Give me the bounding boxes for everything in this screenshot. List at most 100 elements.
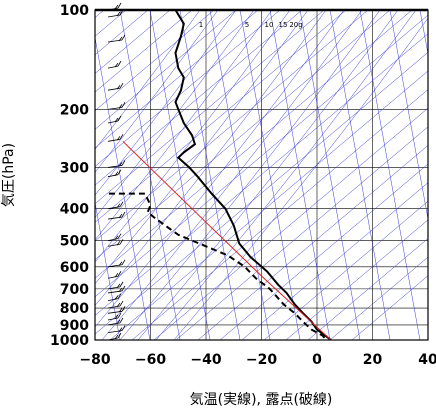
- moist-adiabat-line: [137, 10, 399, 340]
- dry-adiabat-line: [95, 10, 325, 205]
- wind-barb-flag: [118, 162, 123, 167]
- mixing-ratio-line: [95, 36, 151, 340]
- mixing-ratio-line: [239, 10, 301, 340]
- dry-adiabat-line: [95, 10, 281, 167]
- x-tick-label: −60: [135, 352, 166, 368]
- x-axis-title: 気温(実線), 露点(破線): [190, 392, 333, 408]
- y-tick-label: 100: [60, 3, 89, 19]
- dry-adiabat-line: [95, 10, 193, 93]
- wind-barb-flag: [116, 11, 121, 17]
- x-tick-label: 40: [418, 352, 436, 368]
- temperature-line: [174, 10, 332, 340]
- moist-adiabat-line: [95, 10, 237, 196]
- dry-adiabat-line: [219, 163, 428, 340]
- moist-adiabat-line: [95, 10, 255, 219]
- wind-barb-flag: [117, 115, 122, 122]
- wind-barb-flag: [121, 259, 126, 265]
- moist-adiabat-line: [101, 10, 363, 340]
- wind-barb-flag: [121, 285, 126, 292]
- wind-barb: [107, 65, 119, 69]
- wind-barb-flag: [117, 169, 122, 175]
- moist-adiabat-line: [119, 10, 381, 340]
- wind-barbs: [107, 2, 126, 341]
- mixing-ratio-line: [299, 10, 361, 340]
- wind-barb-flag: [114, 171, 119, 176]
- y-tick-label: 800: [60, 301, 89, 317]
- mixing-ratio-label: 1: [199, 21, 203, 29]
- x-tick-label: 0: [312, 352, 322, 368]
- wind-barb-flag: [114, 273, 119, 278]
- dry-adiabat-line: [241, 182, 428, 340]
- wind-barb-flag: [117, 293, 122, 299]
- wind-barb-flag: [119, 281, 124, 288]
- wind-barb-flag: [118, 287, 123, 293]
- dry-adiabat-line: [197, 145, 428, 340]
- wind-barb-flag: [118, 104, 123, 109]
- wind-barb-flag: [119, 82, 124, 89]
- wind-barb-flag: [118, 327, 123, 332]
- wind-barb-flag: [116, 203, 121, 208]
- wind-barb-flag: [117, 60, 122, 67]
- dry-adiabat-line: [307, 238, 428, 340]
- mixing-ratio-line: [149, 10, 211, 340]
- mixing-ratio-label: 5: [245, 21, 249, 29]
- mixing-ratio-line: [269, 10, 331, 340]
- wind-barb-flag: [114, 4, 119, 10]
- dry-adiabat-line: [109, 70, 428, 340]
- wind-barb-flag: [121, 160, 126, 166]
- wind-barb-flag: [117, 2, 122, 9]
- dewpoint-line: [108, 192, 327, 340]
- mixing-ratio-labels: 1 5 10 15 20g: [199, 21, 303, 29]
- moist-adiabat-line: [95, 10, 291, 263]
- dry-adiabat-line: [95, 10, 171, 74]
- moist-adiabat-line: [95, 10, 219, 173]
- wind-barb-flag: [114, 235, 119, 240]
- moist-adiabat-line: [173, 17, 428, 340]
- wind-barb: [107, 298, 119, 302]
- wind-barb: [107, 174, 119, 178]
- mixing-ratio-label: 15: [279, 21, 288, 29]
- plot-frame: [94, 8, 429, 341]
- wind-barb-flag: [119, 201, 124, 207]
- wind-barb-flag: [119, 239, 124, 245]
- wind-barb-flag: [116, 84, 121, 90]
- wind-barb-flag: [114, 314, 119, 320]
- x-tick-label: −20: [246, 352, 277, 368]
- wind-barb-flag: [116, 283, 121, 289]
- x-tick-label: 20: [363, 352, 383, 368]
- mixing-ratio-line: [389, 10, 428, 221]
- wind-barb-flag: [121, 102, 126, 108]
- wind-barb-flag: [119, 300, 124, 307]
- wind-barb: [107, 120, 119, 124]
- mixing-ratio-line: [329, 10, 391, 340]
- y-tick-label: 1000: [50, 333, 89, 349]
- wind-barb-flag: [116, 319, 121, 325]
- mixing-ratio-line: [119, 10, 181, 340]
- parcel-line: [122, 140, 332, 340]
- wind-barb-flag: [121, 34, 126, 41]
- wind-barb: [107, 243, 121, 247]
- dry-adiabat-line: [285, 219, 428, 340]
- wind-barb: [107, 87, 121, 91]
- wind-barb-flag: [119, 134, 124, 140]
- profile-lines: [108, 10, 332, 340]
- wind-barb-flag: [116, 136, 121, 141]
- dry-adiabat-line: [263, 200, 428, 340]
- wind-barb: [107, 317, 119, 321]
- mixing-ratio-label: 10: [265, 21, 274, 29]
- dry-adiabat-line: [131, 89, 428, 340]
- dry-adiabat-line: [95, 33, 428, 316]
- wind-barb-flag: [114, 62, 119, 68]
- moist-adiabat-line: [95, 10, 309, 285]
- adiabat-lines: [95, 10, 428, 340]
- mixing-ratio-line: [95, 201, 121, 340]
- y-tick-label: 700: [60, 282, 89, 298]
- wind-barb-flag: [114, 334, 119, 340]
- dry-adiabat-line: [95, 14, 428, 298]
- moist-adiabat-line: [155, 10, 417, 340]
- dry-adiabat-line: [95, 10, 215, 112]
- wind-barb-flag: [121, 211, 126, 218]
- dry-adiabat-line: [95, 10, 347, 223]
